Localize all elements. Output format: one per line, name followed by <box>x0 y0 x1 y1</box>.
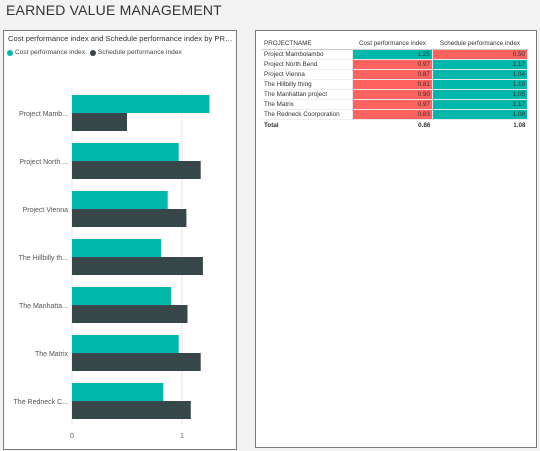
cell-cpi: 0.87 <box>351 69 433 80</box>
column-header-spi[interactable]: Schedule performance index <box>432 39 528 50</box>
legend-dot-spi <box>89 49 96 56</box>
legend-label-cpi: Cost performance index <box>15 49 86 56</box>
table-row[interactable]: The Redneck Coorporation 0.83 1.08 <box>262 109 529 120</box>
page-title: EARNED VALUE MANAGEMENT <box>6 2 222 18</box>
cell-spi: 1.08 <box>431 109 529 120</box>
total-label: Total <box>262 119 353 130</box>
legend-dot-cpi <box>7 49 13 56</box>
bar-cpi[interactable] <box>72 287 171 305</box>
cell-projectname: Project North Bend <box>262 59 353 70</box>
legend-item-cpi[interactable]: Cost performance index <box>7 49 85 56</box>
category-label: The Matrix <box>35 351 69 358</box>
column-header-cpi[interactable]: Cost performance index <box>352 39 433 50</box>
table-row[interactable]: Project Vienna 0.87 1.04 <box>262 69 529 80</box>
total-spi: 1.08 <box>432 119 528 130</box>
table-visual[interactable]: PROJECTNAME Cost performance index Sched… <box>255 30 537 448</box>
chart-legend: Cost performance index Schedule performa… <box>7 49 185 58</box>
table-row[interactable]: The Hillbilly thing 0.81 1.19 <box>262 79 529 90</box>
column-header-projectname[interactable]: PROJECTNAME <box>262 39 353 50</box>
bar-spi[interactable] <box>72 353 201 371</box>
bar-spi[interactable] <box>72 113 127 131</box>
cell-cpi: 0.83 <box>351 109 433 120</box>
table-total-row: Total 0.86 1.08 <box>262 119 528 130</box>
bar-cpi[interactable] <box>72 191 168 209</box>
category-label: The Manhatta... <box>19 303 68 310</box>
bar-cpi[interactable] <box>72 335 179 353</box>
x-tick-label: 0 <box>70 433 74 440</box>
cell-spi: 1.17 <box>431 59 529 70</box>
bar-spi[interactable] <box>72 257 203 275</box>
bar-spi[interactable] <box>72 161 201 179</box>
bar-cpi[interactable] <box>72 383 164 401</box>
bar-spi[interactable] <box>72 401 191 419</box>
cell-spi: 0.50 <box>431 49 529 60</box>
cell-cpi: 0.81 <box>351 79 433 90</box>
category-label: The Hillbilly th... <box>19 255 68 262</box>
cell-spi: 1.19 <box>431 79 529 90</box>
cell-projectname: Project Mambolambo <box>262 49 353 60</box>
data-table: PROJECTNAME Cost performance index Sched… <box>262 39 529 130</box>
bar-spi[interactable] <box>72 305 188 323</box>
cell-projectname: The Hillbilly thing <box>262 79 353 90</box>
cell-cpi: 0.90 <box>351 89 433 100</box>
bar-cpi[interactable] <box>72 143 179 161</box>
category-label: Project North ... <box>19 159 68 166</box>
bar-spi[interactable] <box>72 209 187 227</box>
legend-item-spi[interactable]: Schedule performance index <box>89 49 182 56</box>
category-label: Project Vienna <box>23 207 69 214</box>
bar-chart-visual[interactable]: Cost performance index and Schedule perf… <box>3 30 237 450</box>
cell-projectname: The Matrix <box>262 99 353 110</box>
x-tick-label: 1 <box>180 433 184 440</box>
legend-label-spi: Schedule performance index <box>97 49 182 56</box>
table-row[interactable]: The Manhattan project 0.90 1.05 <box>262 89 529 100</box>
category-label: The Redneck C... <box>14 399 69 406</box>
table-row[interactable]: Project Mambolambo 1.25 0.50 <box>262 49 529 60</box>
table-row[interactable]: Project North Bend 0.97 1.17 <box>262 59 529 70</box>
cell-spi: 1.05 <box>431 89 529 100</box>
category-label: Project Mamb... <box>19 111 68 118</box>
total-cpi: 0.86 <box>352 119 433 130</box>
cell-spi: 1.04 <box>431 69 529 80</box>
cell-projectname: The Redneck Coorporation <box>262 109 353 120</box>
cell-spi: 1.17 <box>431 99 529 110</box>
chart-plot-area: 0 1 Project Mamb... Project North ... Projec… <box>14 89 210 440</box>
cell-cpi: 1.25 <box>351 49 433 60</box>
bar-cpi[interactable] <box>72 95 210 113</box>
cell-cpi: 0.97 <box>351 59 433 70</box>
cell-projectname: The Manhattan project <box>262 89 353 100</box>
bar-cpi[interactable] <box>72 239 162 257</box>
table-row[interactable]: The Matrix 0.97 1.17 <box>262 99 529 110</box>
cell-projectname: Project Vienna <box>262 69 353 80</box>
cell-cpi: 0.97 <box>351 99 433 110</box>
table-header-row: PROJECTNAME Cost performance index Sched… <box>262 39 528 50</box>
